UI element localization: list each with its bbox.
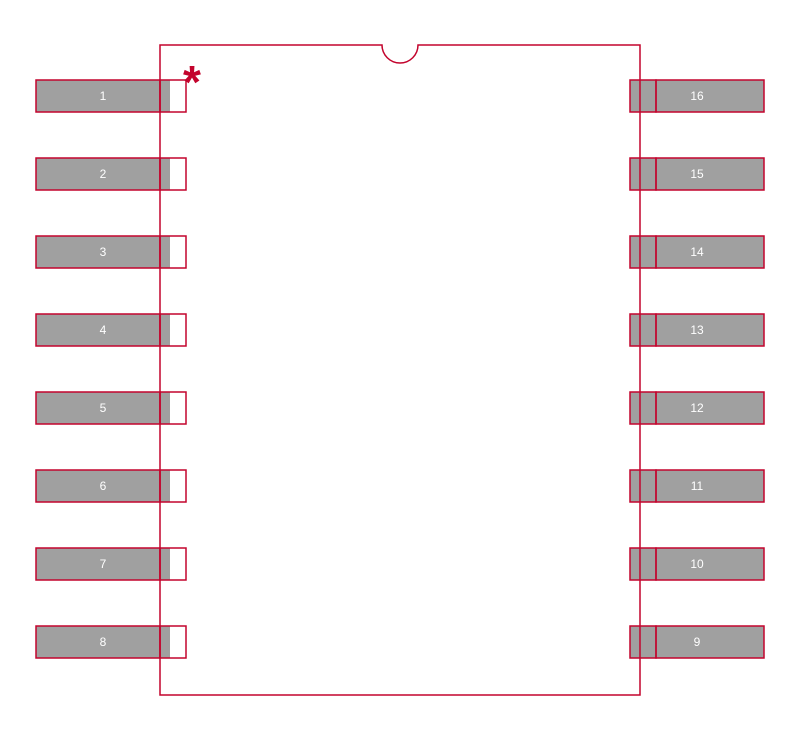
pin-label-10: 10 [690,557,704,571]
pin-label-1: 1 [100,89,107,103]
pin-label-11: 11 [691,479,704,493]
pin-label-5: 5 [100,401,107,415]
pin-label-3: 3 [100,245,107,259]
pin-label-8: 8 [100,635,107,649]
pin-label-7: 7 [100,557,107,571]
pin-label-16: 16 [690,89,704,103]
ic-body-outline [160,45,640,695]
pin-label-6: 6 [100,479,107,493]
pin-label-2: 2 [100,167,107,181]
pin-label-15: 15 [690,167,704,181]
pin-label-13: 13 [690,323,704,337]
pin-label-4: 4 [100,323,107,337]
pin-label-9: 9 [694,635,701,649]
pin-label-14: 14 [690,245,704,259]
pin-label-12: 12 [690,401,704,415]
pin1-marker: * [183,56,201,108]
ic-footprint-diagram: 12345678161514131211109* [0,0,800,739]
